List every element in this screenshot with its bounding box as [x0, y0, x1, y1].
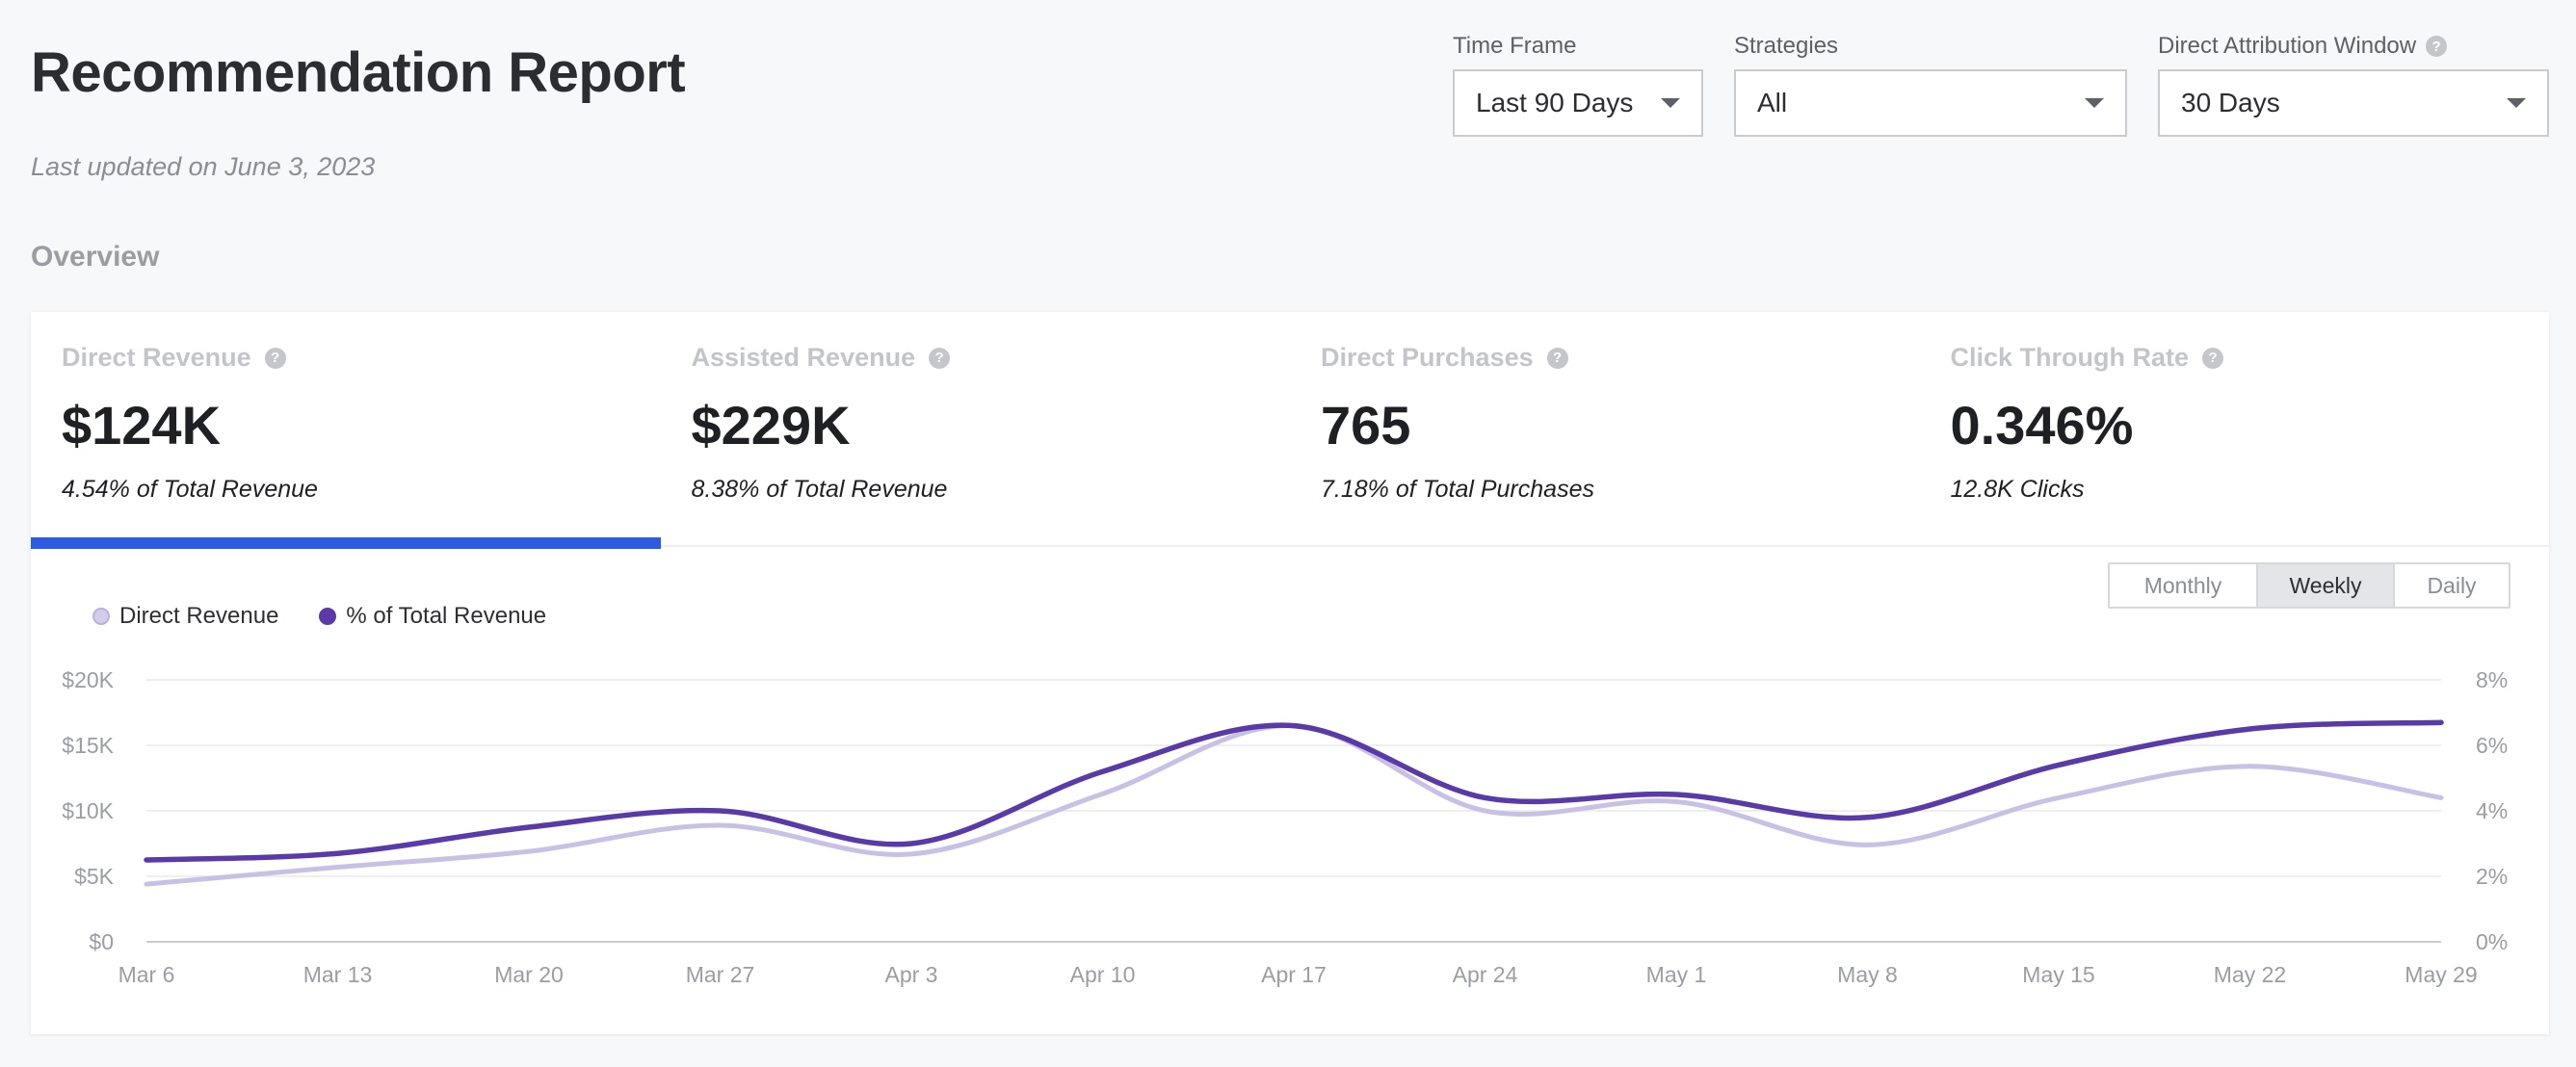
overview-heading: Overview	[31, 241, 160, 273]
kpi-label-row: Click Through Rate ?	[1951, 343, 2550, 373]
legend-item-pct-total-revenue[interactable]: % of Total Revenue	[319, 603, 546, 630]
page-title: Recommendation Report	[31, 41, 686, 104]
attribution-window-filter: Direct Attribution Window ? 30 Days	[2158, 31, 2549, 137]
legend-dot-light	[92, 608, 110, 625]
chevron-down-icon	[2085, 98, 2104, 108]
y-left-tick-label: $20K	[62, 667, 114, 692]
strategies-label: Strategies	[1734, 33, 1839, 59]
kpi-label: Click Through Rate	[1950, 343, 2190, 372]
kpi-label-row: Assisted Revenue ?	[692, 343, 1291, 373]
y-left-tick-label: $15K	[62, 733, 114, 758]
strategies-filter: Strategies All	[1734, 31, 2127, 137]
time-frame-label: Time Frame	[1453, 33, 1577, 59]
time-frame-filter: Time Frame Last 90 Days	[1453, 31, 1703, 137]
kpi-label-row: Direct Purchases ?	[1321, 343, 1920, 373]
kpi-label: Direct Purchases	[1321, 343, 1534, 372]
x-tick-label: Apr 10	[1070, 962, 1136, 987]
overview-card: Direct Revenue ? $124K 4.54% of Total Re…	[31, 312, 2549, 1034]
chevron-down-icon	[2507, 98, 2526, 108]
kpi-value: $124K	[62, 395, 222, 455]
attribution-window-value: 30 Days	[2181, 88, 2280, 117]
kpi-subtext: 8.38% of Total Revenue	[691, 476, 948, 503]
y-right-tick-label: 4%	[2476, 798, 2508, 823]
y-left-tick-label: $0	[89, 929, 114, 954]
x-tick-label: Apr 24	[1453, 962, 1518, 987]
kpi-label: Direct Revenue	[62, 343, 251, 372]
strategies-value: All	[1757, 88, 1788, 117]
x-tick-label: May 29	[2405, 962, 2477, 987]
kpi-subtext: 7.18% of Total Purchases	[1321, 476, 1594, 503]
legend-label: % of Total Revenue	[346, 603, 547, 629]
help-icon[interactable]: ?	[929, 347, 951, 369]
kpi-tab-assisted-revenue[interactable]: Assisted Revenue ? $229K 8.38% of Total …	[661, 312, 1291, 547]
help-icon[interactable]: ?	[264, 347, 286, 369]
last-updated-text: Last updated on June 3, 2023	[31, 152, 376, 181]
kpi-value: $229K	[691, 395, 851, 455]
kpi-value: 765	[1321, 395, 1411, 455]
legend-label: Direct Revenue	[119, 603, 279, 629]
x-tick-label: May 22	[2214, 962, 2286, 987]
x-tick-label: May 1	[1646, 962, 1707, 987]
kpi-tabs: Direct Revenue ? $124K 4.54% of Total Re…	[31, 312, 2550, 549]
y-right-tick-label: 2%	[2476, 864, 2508, 889]
x-tick-label: Apr 17	[1261, 962, 1327, 987]
x-tick-label: Mar 27	[686, 962, 755, 987]
kpi-subtext: 12.8K Clicks	[1950, 476, 2085, 503]
y-left-tick-label: $5K	[74, 864, 115, 889]
kpi-tab-direct-revenue[interactable]: Direct Revenue ? $124K 4.54% of Total Re…	[31, 312, 661, 549]
help-icon[interactable]: ?	[2426, 36, 2448, 57]
legend-dot-dark	[319, 608, 337, 625]
y-right-tick-label: 8%	[2476, 667, 2508, 692]
series-line-direct-revenue	[144, 723, 2444, 887]
time-frame-select[interactable]: Last 90 Days	[1453, 69, 1703, 137]
y-right-tick-label: 6%	[2476, 733, 2508, 758]
weekly-button[interactable]: Weekly	[2258, 564, 2395, 607]
granularity-toggle: Monthly Weekly Daily	[2108, 562, 2510, 609]
help-icon[interactable]: ?	[2202, 347, 2224, 369]
revenue-line-chart: $0 0% $5K 2% $10K 4% $15K 6% $20K 8% Mar 6 Mar 13 Ma…	[62, 667, 2508, 987]
y-left-tick-label: $10K	[62, 798, 114, 823]
strategies-select[interactable]: All	[1734, 69, 2127, 137]
monthly-button[interactable]: Monthly	[2110, 564, 2258, 607]
x-tick-label: Mar 20	[494, 962, 564, 987]
x-tick-label: Mar 6	[118, 962, 175, 987]
x-tick-label: May 8	[1837, 962, 1898, 987]
kpi-label-row: Direct Revenue ?	[62, 343, 661, 373]
kpi-tab-direct-purchases[interactable]: Direct Purchases ? 765 7.18% of Total Pu…	[1290, 312, 1920, 547]
kpi-label: Assisted Revenue	[691, 343, 916, 372]
help-icon[interactable]: ?	[1546, 347, 1568, 369]
kpi-value: 0.346%	[1950, 395, 2134, 455]
time-frame-value: Last 90 Days	[1476, 88, 1634, 117]
attribution-window-label: Direct Attribution Window	[2158, 33, 2417, 59]
x-tick-label: Mar 13	[303, 962, 373, 987]
x-tick-label: Apr 3	[885, 962, 938, 987]
attribution-window-label-row: Direct Attribution Window ?	[2158, 31, 2549, 62]
kpi-subtext: 4.54% of Total Revenue	[62, 476, 318, 503]
kpi-tab-click-through-rate[interactable]: Click Through Rate ? 0.346% 12.8K Clicks	[1920, 312, 2550, 547]
chevron-down-icon	[1661, 98, 1680, 108]
daily-button[interactable]: Daily	[2427, 572, 2477, 598]
legend-item-direct-revenue[interactable]: Direct Revenue	[92, 603, 278, 630]
y-right-tick-label: 0%	[2476, 929, 2508, 954]
chart-legend: Direct Revenue % of Total Revenue	[92, 603, 546, 630]
attribution-window-select[interactable]: 30 Days	[2158, 69, 2549, 137]
x-tick-label: May 15	[2022, 962, 2094, 987]
